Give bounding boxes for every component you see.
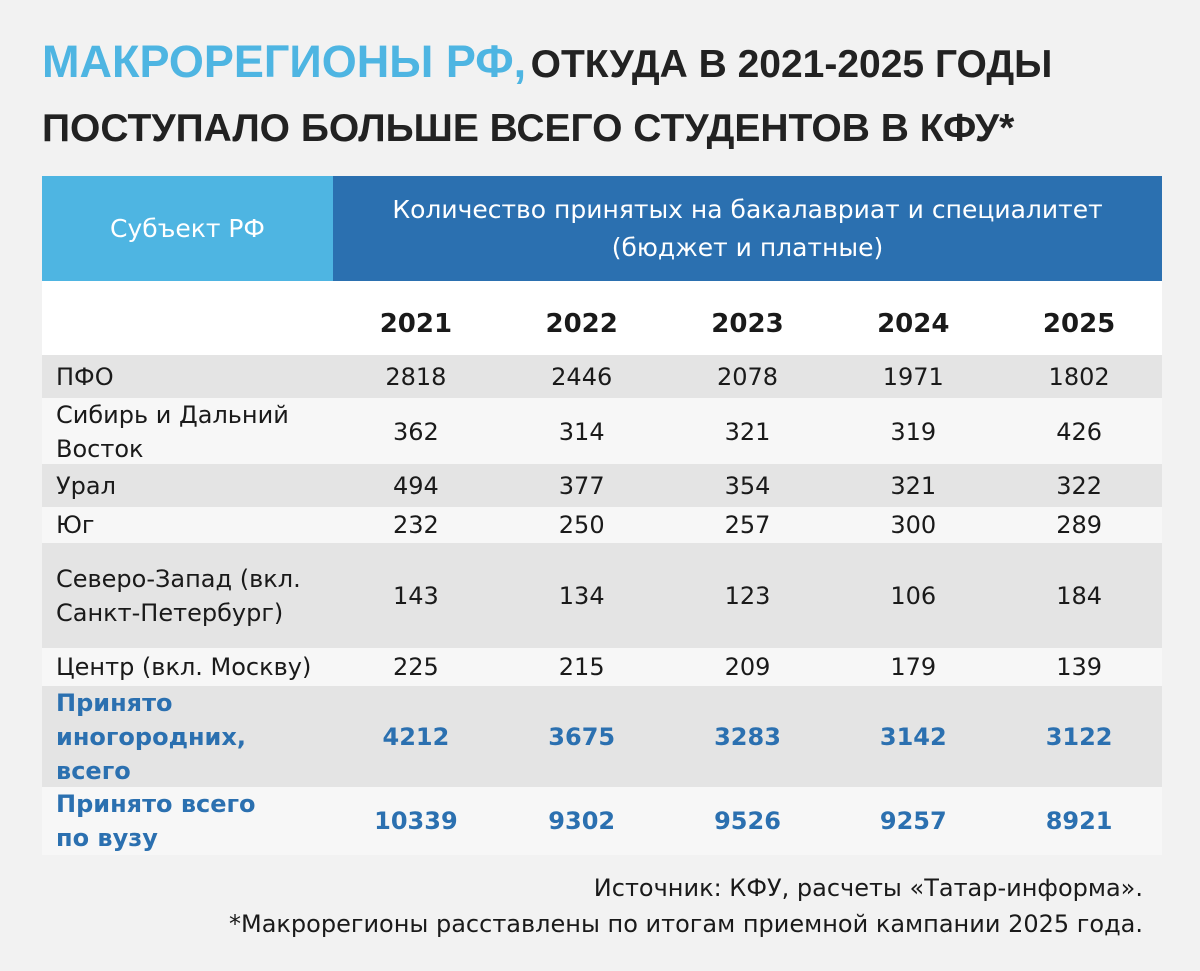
value-cell: 377 [558,471,605,500]
region-label: Сибирь и Дальний Восток [56,401,289,463]
value-cell: 1971 [882,362,944,391]
region-label: Юг [56,511,95,539]
year-row: 2021 2022 2023 2024 2025 [42,281,1162,355]
value-cell: 139 [1056,653,1102,681]
value-cell: 3142 [879,723,947,751]
value-cell: 322 [1056,471,1102,500]
year-header: 2022 [545,309,618,339]
value-cell: 494 [392,471,439,500]
value-cell: 257 [724,511,771,539]
value-cell: 3675 [548,723,616,751]
table-row: Сибирь и Дальний Восток 362 314 321 319 426 [42,398,1162,464]
value-cell: 314 [558,418,605,446]
table-row: Урал 494 377 354 321 322 [42,464,1162,507]
value-cell: 9302 [548,807,616,835]
title-rest: ОТКУДА В 2021-2025 ГОДЫ ПОСТУПАЛО БОЛЬШЕ… [42,43,1053,150]
region-label: Урал [56,471,116,500]
value-cell: 8921 [1045,807,1113,835]
table-row: Северо-Запад (вкл. Санкт-Петербург) 143 13… [42,543,1162,648]
value-cell: 10339 [374,807,458,835]
footnote: *Макрорегионы расставлены по итогам прие… [229,910,1143,938]
region-label: Центр (вкл. Москву) [56,653,312,681]
value-cell: 4212 [382,723,450,751]
year-header: 2023 [711,309,784,339]
value-cell: 106 [890,581,937,610]
value-cell: 215 [558,653,605,681]
table-row: Принято иногородних, всего 4212 3675 3283 31… [42,686,1162,787]
region-label: Принято иногородних, всего [56,689,246,785]
value-cell: 3283 [714,723,781,751]
value-cell: 250 [558,511,605,539]
value-cell: 321 [890,471,937,500]
region-label: ПФО [56,362,114,391]
table-row: Юг 232 250 257 300 289 [42,507,1162,543]
title-highlight: МАКРОРЕГИОНЫ РФ, [42,36,527,87]
value-cell: 362 [392,418,439,446]
table: Субъект РФ Количество принятых на бакала… [42,176,1162,855]
table-row: Центр (вкл. Москву) 225 215 209 179 139 [42,648,1162,686]
value-cell: 209 [724,653,771,681]
value-cell: 2818 [385,362,447,391]
value-cell: 321 [724,418,771,446]
year-header: 2021 [379,309,453,339]
value-cell: 9257 [879,807,947,835]
value-cell: 300 [890,511,937,539]
count-header: Количество принятых на бакалавриат и спе… [333,176,1162,281]
empty-cell [42,312,333,324]
value-cell: 1802 [1048,362,1110,391]
value-cell: 225 [392,653,439,681]
value-cell: 232 [392,511,439,539]
value-cell: 123 [724,581,771,610]
value-cell: 134 [558,581,605,610]
table-row: ПФО 2818 2446 2078 1971 1802 [42,355,1162,398]
title: МАКРОРЕГИОНЫ РФ, ОТКУДА В 2021-2025 ГОДЫ… [42,34,1172,165]
region-label: Принято всего по вузу [56,790,256,852]
value-cell: 184 [1056,581,1102,610]
value-cell: 179 [890,653,937,681]
value-cell: 426 [1056,418,1102,446]
year-header: 2024 [877,309,950,339]
value-cell: 289 [1056,511,1102,539]
value-cell: 3122 [1045,723,1113,751]
region-label: Северо-Запад (вкл. Санкт-Петербург) [56,564,301,627]
value-cell: 2078 [716,362,779,391]
value-cell: 9526 [714,807,781,835]
table-row: Принято всего по вузу 10339 9302 9526 9257 89… [42,787,1162,855]
value-cell: 143 [392,581,439,610]
year-header: 2025 [1042,309,1116,339]
table-header: Субъект РФ Количество принятых на бакала… [42,176,1162,281]
value-cell: 354 [724,471,771,500]
value-cell: 319 [890,418,937,446]
value-cell: 2446 [551,362,613,391]
source: Источник: КФУ, расчеты «Татар-информа». [593,874,1143,902]
subject-header: Субъект РФ [42,176,333,281]
